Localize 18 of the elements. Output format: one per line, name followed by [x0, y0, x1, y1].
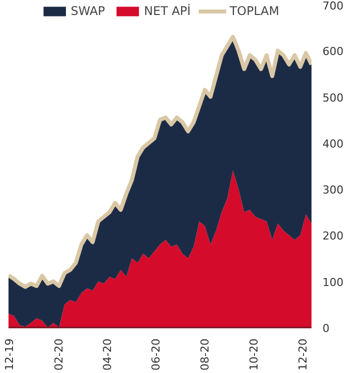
x-tick-label: 02-20 — [52, 338, 66, 370]
x-tick-label: 08-20 — [198, 338, 212, 370]
legend-label: TOPLAM — [230, 4, 280, 18]
x-tick-label: 10-20 — [247, 338, 260, 370]
y-tick-label: 0 — [322, 322, 330, 335]
y-tick-label: 600 — [322, 45, 344, 58]
y-tick-label: 700 — [322, 0, 344, 12]
legend-label: NET APİ — [144, 4, 191, 18]
x-tick-label: 04-20 — [100, 338, 114, 370]
y-tick-label: 500 — [322, 91, 344, 104]
x-tick-label: 12-19 — [3, 338, 16, 370]
x-tick-label: 12-20 — [296, 338, 310, 370]
y-tick-label: 400 — [322, 137, 344, 150]
legend-label: SWAP — [70, 4, 106, 18]
y-tick-label: 300 — [322, 184, 344, 197]
y-tick-label: 100 — [322, 276, 344, 289]
x-tick-label: 06-20 — [150, 338, 163, 370]
y-tick-label: 200 — [322, 230, 344, 243]
